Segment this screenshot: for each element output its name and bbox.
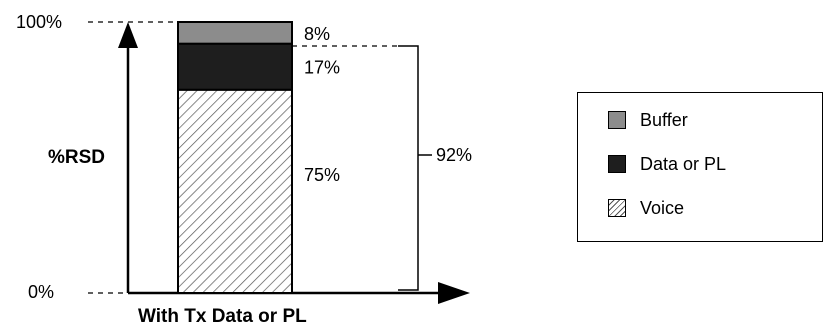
legend-item-buffer: Buffer: [608, 109, 688, 131]
y-tick-bottom: 0%: [28, 282, 54, 302]
data-label-voice: 75%: [304, 165, 340, 185]
legend-label-buffer: Buffer: [640, 109, 688, 130]
bracket-label: 92%: [436, 145, 472, 165]
x-axis-arrow-icon: [438, 282, 470, 304]
legend-item-voice: Voice: [608, 197, 684, 219]
legend-swatch-voice: [608, 199, 626, 217]
y-axis-arrow-icon: [118, 22, 138, 48]
bar-segments: 75% 17% 8%: [177, 21, 340, 294]
data-label-buffer: 8%: [304, 24, 330, 44]
bracket: [398, 45, 419, 291]
legend-label-voice: Voice: [640, 197, 685, 218]
bar-segment-voice: [177, 88, 293, 294]
legend-label-data-or-pl: Data or PL: [640, 153, 727, 174]
bar-segment-data-or-pl: [177, 42, 293, 91]
legend-item-data-or-pl: Data or PL: [608, 153, 726, 175]
legend-swatch-data-or-pl: [608, 155, 626, 173]
bar-segment-buffer: [177, 21, 293, 45]
x-axis-label: With Tx Data or PL: [138, 306, 307, 326]
y-axis-label: %RSD: [48, 147, 105, 168]
legend: Buffer Data or PL Voice: [577, 92, 823, 242]
legend-swatch-buffer: [608, 111, 626, 129]
y-tick-top: 100%: [16, 12, 62, 32]
data-label-data-or-pl: 17%: [304, 58, 340, 78]
